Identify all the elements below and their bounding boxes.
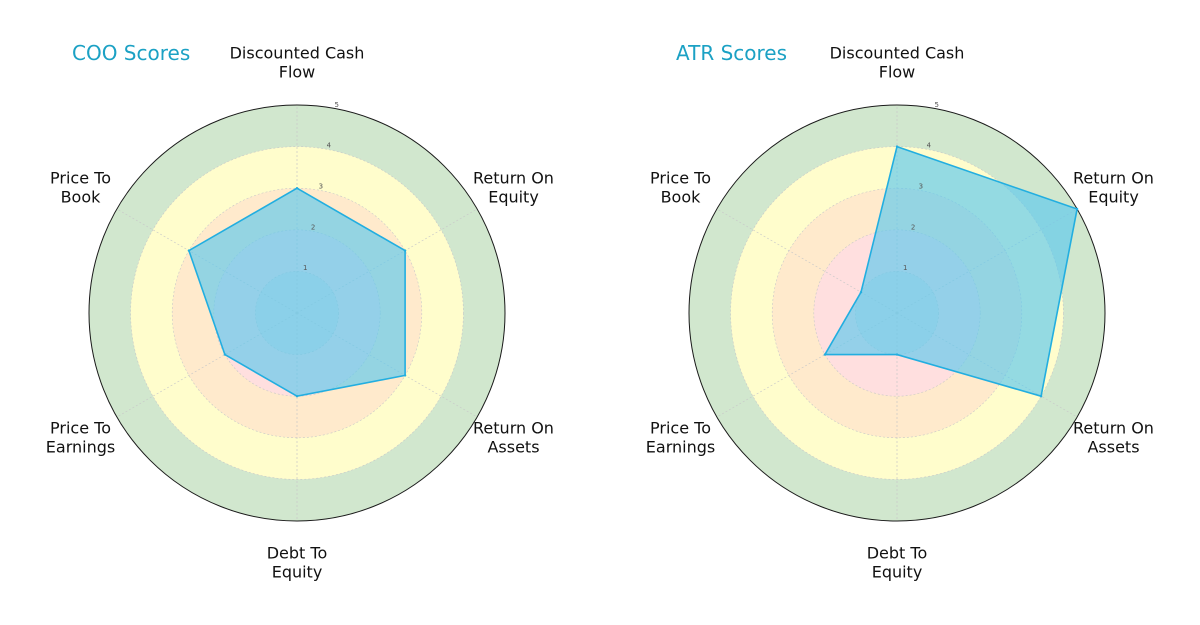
coo-tick-label-5: 5 xyxy=(334,101,338,109)
coo-score-point-1 xyxy=(403,249,407,252)
atr-grid-ring-4 xyxy=(730,146,1064,480)
atr-axis-label-3: Debt To Equity xyxy=(867,544,928,582)
atr-tick-label-5: 5 xyxy=(934,101,938,109)
coo-grid-ring-3 xyxy=(171,187,423,439)
atr-tick-label-2: 2 xyxy=(911,223,915,231)
coo-spoke-4 xyxy=(116,312,298,418)
coo-tick-label-1: 1 xyxy=(303,264,307,272)
coo-score-point-2 xyxy=(403,374,407,377)
atr-chart-title: ATR Scores xyxy=(676,41,787,65)
atr-axis-label-0: Discounted Cash Flow xyxy=(830,44,965,82)
coo-score-point-3 xyxy=(295,395,299,398)
coo-axis-label-0: Discounted Cash Flow xyxy=(230,44,365,82)
coo-chart-title: COO Scores xyxy=(72,41,190,65)
atr-axis-label-5: Price To Book xyxy=(650,169,711,207)
atr-score-point-2 xyxy=(1039,395,1043,398)
coo-axis-label-4: Price To Earnings xyxy=(46,419,115,457)
atr-axis-label-1: Return On Equity xyxy=(1073,169,1154,207)
coo-score-point-0 xyxy=(295,187,299,190)
coo-tick-label-4: 4 xyxy=(327,142,332,150)
atr-radar-chart: 1 2 3 4 5 Discounted Cash Flow Return On Equity R… xyxy=(646,41,1154,582)
atr-tick-label-4: 4 xyxy=(927,142,932,150)
atr-spoke-4 xyxy=(716,312,898,418)
atr-score-point-4 xyxy=(823,353,827,356)
coo-radar-chart: 1 2 3 4 5 Discounted Cash Flow Return On Equity R… xyxy=(46,41,554,582)
coo-axis-label-3: Debt To Equity xyxy=(267,544,328,582)
coo-tick-label-2: 2 xyxy=(311,223,315,231)
atr-tick-label-1: 1 xyxy=(903,264,907,272)
coo-grid-ring-4 xyxy=(130,146,464,480)
atr-tick-label-3: 3 xyxy=(919,183,923,191)
coo-outer-ring xyxy=(88,104,506,522)
atr-spoke-5 xyxy=(716,208,898,314)
atr-score-point-0 xyxy=(895,145,899,148)
atr-axis-label-4: Price To Earnings xyxy=(646,419,715,457)
atr-score-point-1 xyxy=(1075,207,1079,211)
atr-score-point-3 xyxy=(895,353,899,356)
atr-score-point-5 xyxy=(859,291,863,294)
atr-outer-ring xyxy=(688,104,1106,522)
coo-score-point-4 xyxy=(223,353,227,356)
coo-axis-label-5: Price To Book xyxy=(50,169,111,207)
coo-score-point-5 xyxy=(187,249,191,252)
coo-tick-label-3: 3 xyxy=(319,183,323,191)
coo-axis-label-2: Return On Assets xyxy=(473,419,554,457)
atr-axis-label-2: Return On Assets xyxy=(1073,419,1154,457)
coo-axis-label-1: Return On Equity xyxy=(473,169,554,207)
